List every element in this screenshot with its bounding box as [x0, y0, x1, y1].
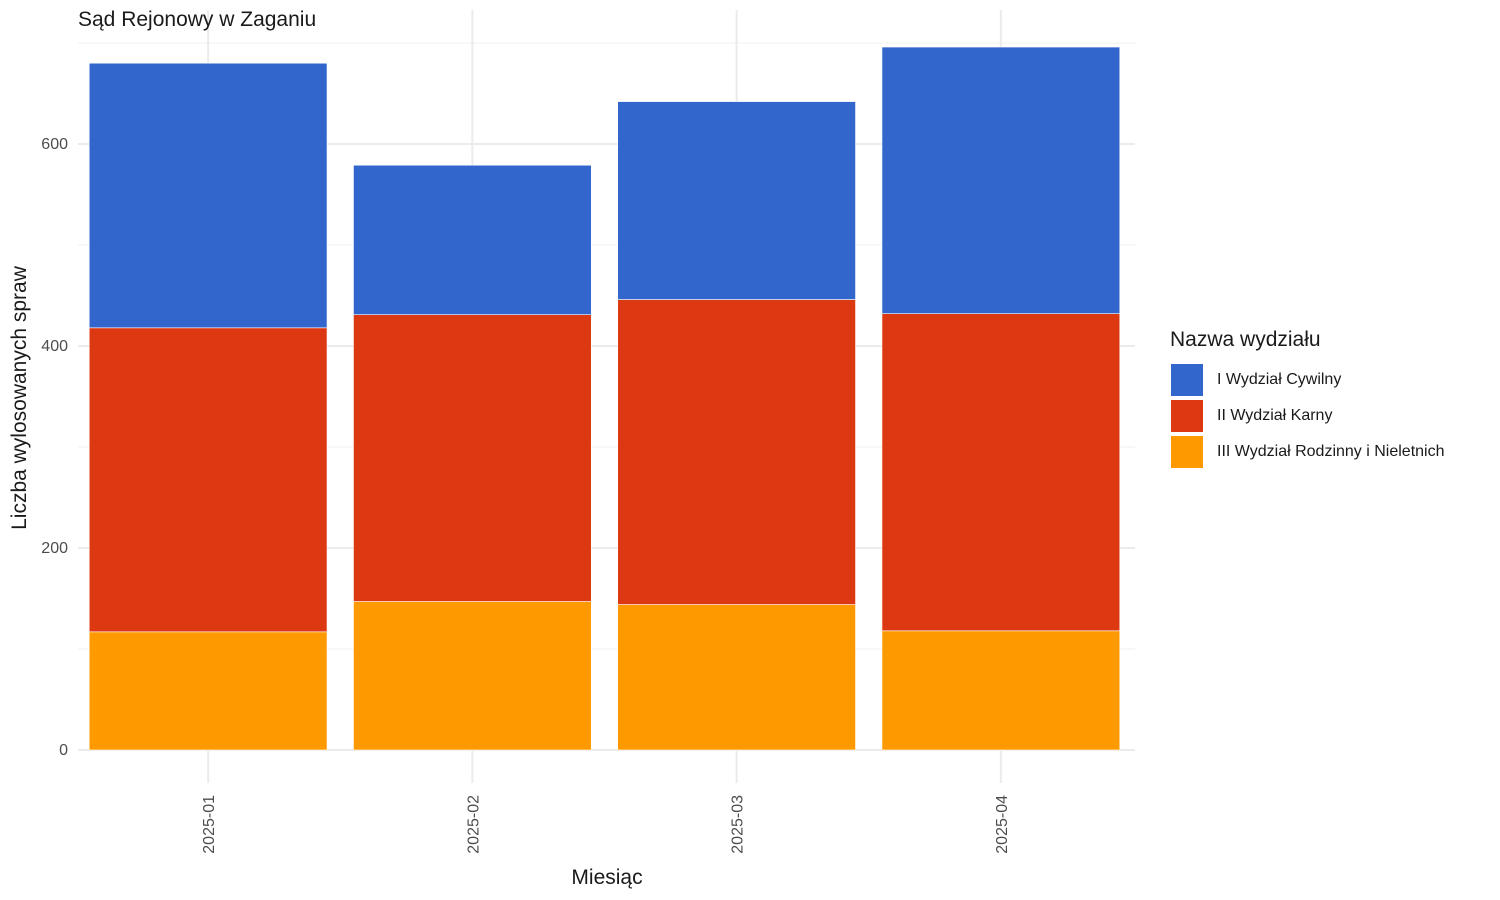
- bars: [88, 46, 1121, 751]
- legend-label: III Wydział Rodzinny i Nieletnich: [1217, 443, 1445, 460]
- x-tick-label: 2025-03: [730, 795, 747, 854]
- bar-segment: [353, 601, 592, 751]
- bar-segment: [353, 164, 592, 315]
- bar-segment: [617, 299, 856, 605]
- bar-segment: [353, 314, 592, 602]
- legend-label: I Wydział Cywilny: [1217, 371, 1342, 388]
- legend-title: Nazwa wydziału: [1170, 328, 1321, 351]
- x-tick-label: 2025-01: [201, 795, 218, 854]
- y-tick-label: 600: [41, 136, 68, 153]
- legend-item: II Wydział Karny: [1170, 398, 1445, 434]
- x-axis-title: Miesiąc: [571, 866, 643, 889]
- y-tick-label: 200: [41, 540, 68, 557]
- y-tick-labels: 0 200 400 600: [41, 136, 68, 759]
- bar-segment: [88, 631, 328, 751]
- bar-segment: [881, 630, 1121, 751]
- y-tick-label: 400: [41, 338, 68, 355]
- bar-segment: [88, 62, 328, 329]
- x-tick-labels: 2025-01 2025-02 2025-03 2025-04: [201, 795, 1011, 854]
- bar-segment: [881, 313, 1121, 632]
- x-tick-label: 2025-04: [994, 795, 1011, 854]
- legend: Nazwa wydziału I Wydział Cywilny II Wydzi…: [1170, 328, 1445, 470]
- y-tick-label: 0: [59, 742, 68, 759]
- legend-swatch: [1170, 435, 1204, 469]
- bar-segment: [617, 101, 856, 300]
- legend-label: II Wydział Karny: [1217, 407, 1333, 424]
- bar-segment: [88, 327, 328, 633]
- x-tick-label: 2025-02: [465, 795, 482, 854]
- bar-segment: [617, 604, 856, 751]
- chart-title: Sąd Rejonowy w Zaganiu: [78, 8, 317, 31]
- bar-segment: [881, 46, 1121, 314]
- legend-item: III Wydział Rodzinny i Nieletnich: [1170, 434, 1445, 470]
- y-axis-title: Liczba wylosowanych spraw: [8, 266, 31, 530]
- legend-item: I Wydział Cywilny: [1170, 362, 1445, 398]
- legend-swatch: [1170, 399, 1204, 433]
- legend-swatch: [1170, 363, 1204, 397]
